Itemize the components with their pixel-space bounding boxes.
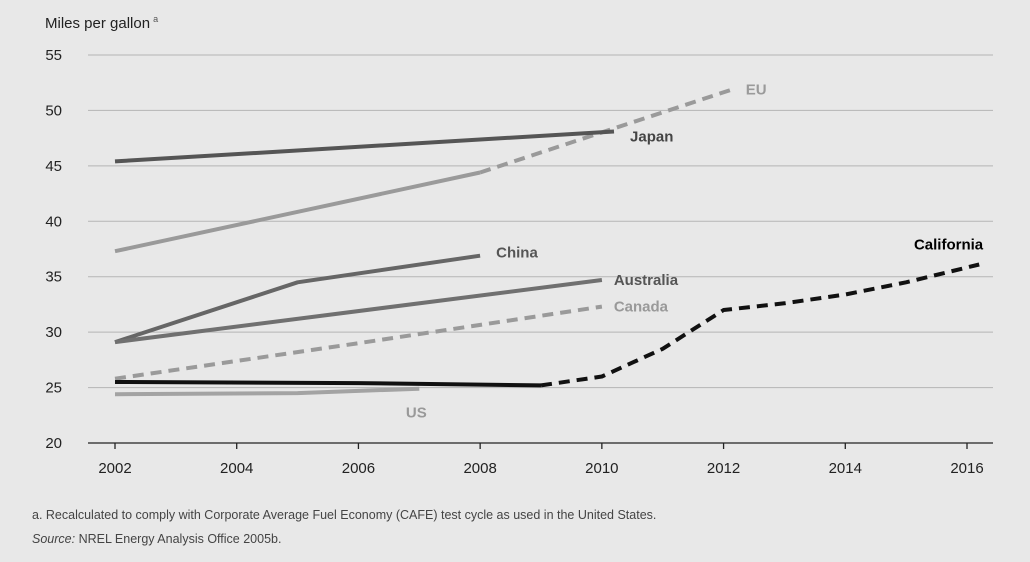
source-text: NREL Energy Analysis Office 2005b. (75, 532, 282, 546)
x-tick-label-2008: 2008 (463, 460, 496, 477)
series-line-australia-solid-0 (114, 278, 603, 345)
series-label-canada: Canada (614, 299, 669, 316)
y-tick-label-55: 55 (45, 47, 62, 64)
series-lines (114, 86, 980, 397)
y-tick-label-30: 30 (45, 324, 62, 341)
x-tick-label-2004: 2004 (220, 460, 253, 477)
y-tick-label-45: 45 (45, 158, 62, 175)
series-labels: EU Japan China Australia Canada US California (406, 81, 984, 421)
line-chart: 20 25 30 35 40 45 50 55 2002 2004 2006 2008 2010 2012… (45, 47, 993, 477)
series-line-japan-solid-0 (114, 129, 615, 164)
series-line-canada-dashed-0 (114, 304, 603, 381)
series-line-california-dashed-1 (540, 262, 980, 388)
y-tick-label-40: 40 (45, 213, 62, 230)
series-line-eu-solid-0 (114, 170, 481, 254)
y-axis-label-footnote-marker: a (153, 14, 159, 24)
footnote: a. Recalculated to comply with Corporate… (32, 508, 657, 522)
series-label-australia: Australia (614, 272, 679, 289)
x-tick-label-2016: 2016 (950, 460, 983, 477)
gridlines (88, 54, 993, 389)
y-tick-label-35: 35 (45, 269, 62, 286)
series-label-eu: EU (746, 81, 767, 98)
x-tick-label-2012: 2012 (707, 460, 740, 477)
y-tick-label-25: 25 (45, 380, 62, 397)
x-tick-label-2002: 2002 (98, 460, 131, 477)
series-line-us-solid-0 (114, 386, 420, 397)
axes: 20 25 30 35 40 45 50 55 2002 2004 2006 2008 2010 2012… (45, 47, 993, 477)
y-axis-label-text: Miles per gallon (45, 15, 151, 32)
y-axis-label: Miles per gallon a (45, 14, 158, 32)
x-tick-label-2014: 2014 (829, 460, 862, 477)
series-line-california-solid-0 (114, 380, 542, 388)
source-note: Source: NREL Energy Analysis Office 2005… (32, 532, 281, 546)
x-tick-label-2010: 2010 (585, 460, 618, 477)
x-tick-label-2006: 2006 (342, 460, 375, 477)
series-label-california: California (914, 237, 984, 254)
series-label-china: China (496, 245, 538, 262)
series-label-us: US (406, 405, 427, 422)
source-label: Source: (32, 532, 76, 546)
series-line-china-solid-0 (114, 253, 481, 345)
series-label-japan: Japan (630, 128, 673, 145)
y-tick-label-50: 50 (45, 102, 62, 119)
y-tick-label-20: 20 (45, 435, 62, 452)
